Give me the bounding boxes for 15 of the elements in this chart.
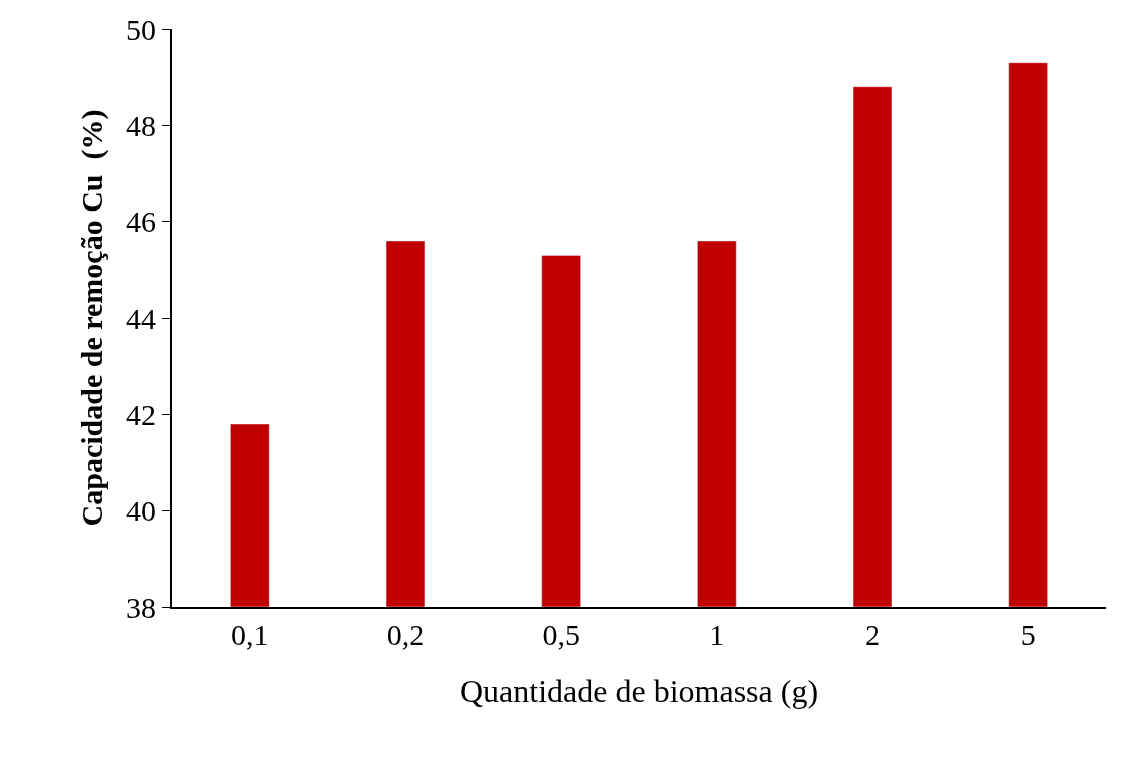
y-tick-label: 38 xyxy=(126,590,156,624)
x-tick-label: 2 xyxy=(865,618,880,651)
y-tick-label: 46 xyxy=(126,205,156,239)
x-tick-label: 0,2 xyxy=(386,618,425,651)
x-tick-label: 1 xyxy=(709,618,725,651)
y-tick-label: 48 xyxy=(126,108,156,142)
y-tick-label: 44 xyxy=(126,301,156,335)
y-tick-label: 40 xyxy=(126,494,156,528)
x-tick-label: 5 xyxy=(1020,618,1036,651)
y-axis-title: Capacidade de remoção Cu (%) xyxy=(74,109,109,527)
x-tick-label: 0,1 xyxy=(231,618,269,651)
y-tick-label: 50 xyxy=(126,12,156,46)
y-tick-label: 42 xyxy=(126,397,156,431)
x-axis-title: Quantidade de biomassa (g) xyxy=(459,673,819,710)
x-tick-label: 0,5 xyxy=(542,618,580,651)
